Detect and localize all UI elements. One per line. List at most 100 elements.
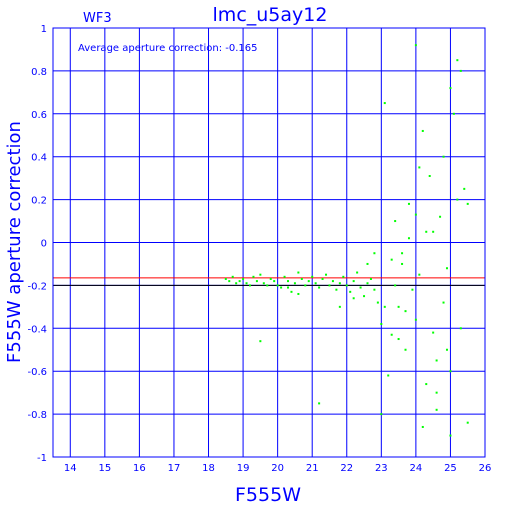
data-point	[269, 277, 272, 280]
y-tick-label: -0.2	[27, 281, 47, 292]
data-point	[459, 327, 462, 330]
data-point	[452, 112, 455, 115]
x-tick-labels: 14 15 16 17 18 19 20 21 22 23 24 25 26	[64, 463, 491, 474]
y-tick-label: 0.8	[31, 67, 47, 78]
data-point	[373, 288, 376, 291]
data-point	[432, 230, 435, 233]
data-point	[383, 102, 386, 105]
data-point	[435, 408, 438, 411]
y-tick-label: -1	[37, 453, 47, 464]
data-point	[380, 413, 383, 416]
data-point	[283, 275, 286, 278]
data-point	[428, 175, 431, 178]
y-axis-label: F555W aperture correction	[4, 121, 25, 363]
data-point	[363, 295, 366, 298]
data-point	[297, 271, 300, 274]
data-point	[401, 262, 404, 265]
data-point	[262, 282, 265, 285]
chart-title: lmc_u5ay12	[213, 4, 328, 26]
reference-lines	[53, 277, 485, 286]
data-point	[266, 284, 269, 287]
data-point	[359, 286, 362, 289]
data-point	[369, 277, 372, 280]
data-point	[321, 277, 324, 280]
data-point	[228, 280, 231, 283]
x-tick-label: 22	[340, 463, 353, 474]
data-point	[394, 220, 397, 223]
grid-lines	[53, 27, 486, 458]
data-point	[238, 280, 241, 283]
data-point	[373, 252, 376, 255]
data-point	[421, 129, 424, 132]
data-point	[231, 275, 234, 278]
data-point	[325, 273, 328, 276]
x-tick-label: 26	[479, 463, 492, 474]
data-point	[435, 359, 438, 362]
data-point	[366, 262, 369, 265]
data-point	[293, 282, 296, 285]
data-point	[300, 277, 303, 280]
data-point	[345, 284, 348, 287]
x-tick-label: 15	[98, 463, 111, 474]
data-point	[376, 301, 379, 304]
data-point	[401, 252, 404, 255]
data-point	[287, 286, 290, 289]
data-point	[342, 275, 345, 278]
x-tick-label: 19	[237, 463, 250, 474]
data-point	[297, 292, 300, 295]
data-point	[331, 280, 334, 283]
y-tick-label: 0.4	[31, 153, 47, 164]
data-point	[366, 282, 369, 285]
x-axis-label: F555W	[235, 484, 301, 506]
data-point	[459, 69, 462, 72]
data-point	[442, 301, 445, 304]
data-point	[439, 215, 442, 218]
data-point	[304, 284, 307, 287]
data-point	[418, 166, 421, 169]
data-point	[407, 202, 410, 205]
data-point	[414, 213, 417, 216]
y-tick-label: 0.2	[31, 196, 47, 207]
data-point	[314, 282, 317, 285]
data-point	[421, 425, 424, 428]
data-point	[273, 280, 276, 283]
y-tick-label: -0.8	[27, 410, 47, 421]
data-point	[248, 284, 251, 287]
data-point	[255, 280, 258, 283]
data-point	[311, 275, 314, 278]
x-tick-label: 20	[271, 463, 284, 474]
average-annotation: Average aperture correction: -0.165	[78, 43, 258, 54]
data-point	[414, 318, 417, 321]
y-tick-labels: -1 -0.8 -0.6 -0.4 -0.2 0 0.2 0.4 0.6 0.8 1	[27, 24, 47, 464]
data-point	[280, 286, 283, 289]
data-point	[449, 434, 452, 437]
data-point	[383, 305, 386, 308]
data-point	[404, 348, 407, 351]
data-point	[356, 271, 359, 274]
data-point	[449, 87, 452, 90]
data-point	[352, 297, 355, 300]
data-point	[242, 277, 245, 280]
data-point	[435, 391, 438, 394]
y-tick-label: -0.6	[27, 367, 47, 378]
data-point	[245, 282, 248, 285]
x-tick-label: 16	[133, 463, 146, 474]
x-tick-label: 24	[410, 463, 423, 474]
data-point	[338, 305, 341, 308]
data-point	[466, 421, 469, 424]
data-point	[318, 402, 321, 405]
data-point	[397, 338, 400, 341]
data-point	[338, 282, 341, 285]
data-point	[404, 310, 407, 313]
data-point	[387, 374, 390, 377]
x-tick-label: 25	[444, 463, 457, 474]
data-point	[318, 286, 321, 289]
data-point	[390, 258, 393, 261]
data-point	[276, 284, 279, 287]
data-point	[252, 275, 255, 278]
x-tick-label: 23	[375, 463, 388, 474]
data-point	[287, 280, 290, 283]
data-point	[456, 198, 459, 201]
data-point	[456, 59, 459, 62]
